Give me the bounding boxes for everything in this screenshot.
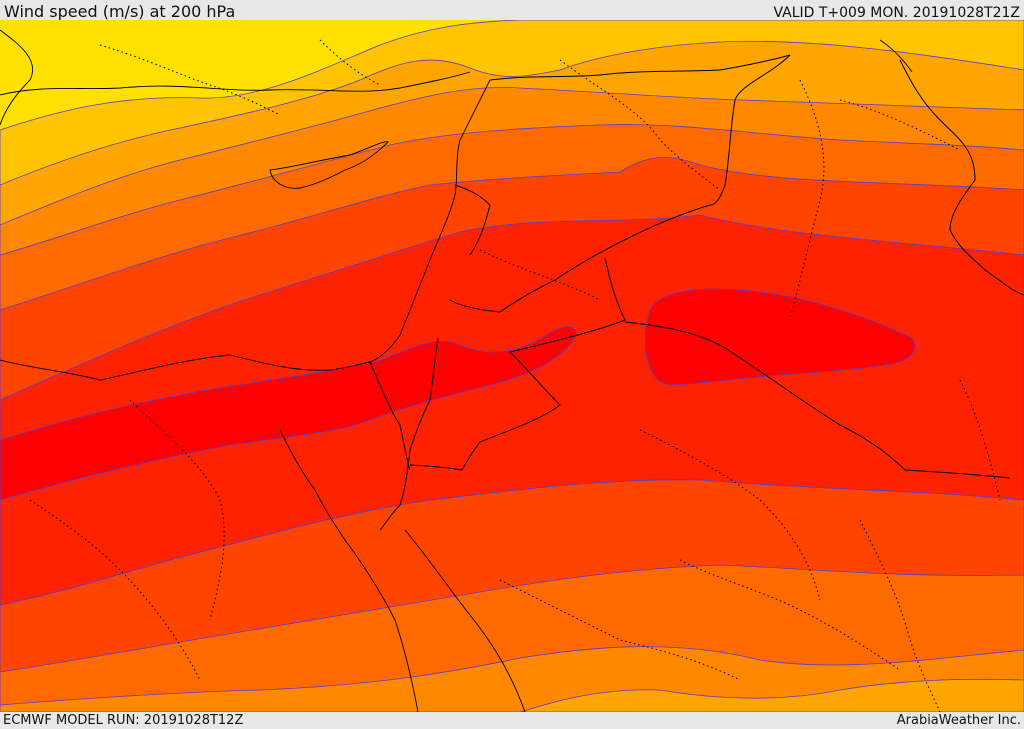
border-egypt-israel xyxy=(369,361,411,471)
border-lebanon xyxy=(454,184,491,256)
province-borders xyxy=(29,39,1001,712)
coast-turkey-south xyxy=(0,71,471,96)
coastlines xyxy=(0,29,1024,712)
border-turkey-syria xyxy=(489,54,791,81)
coast-red-sea-east xyxy=(404,529,526,712)
border-israel-jordan xyxy=(399,337,439,506)
country-borders xyxy=(369,54,1011,506)
map-title: Wind speed (m/s) at 200 hPa xyxy=(4,2,236,21)
border-jordan-saudi xyxy=(461,257,626,471)
border-iraq-saudi xyxy=(624,321,1011,479)
coast-caspian-west xyxy=(879,39,913,73)
credit-label: ArabiaWeather Inc. xyxy=(896,713,1021,728)
coast-gulf-of-aqaba xyxy=(379,504,401,531)
border-iraq-iran xyxy=(899,59,986,271)
coast-persian-gulf xyxy=(984,269,1024,296)
border-syria-iraq xyxy=(709,54,791,206)
model-run-label: ECMWF MODEL RUN: 20191028T12Z xyxy=(3,713,244,728)
coast-north-africa xyxy=(0,354,371,381)
border-saudi-iraq-north xyxy=(409,464,463,471)
coast-cyprus xyxy=(269,141,389,189)
wind-speed-bands xyxy=(0,20,1024,712)
footer-bar: ECMWF MODEL RUN: 20191028T12Z ArabiaWeat… xyxy=(0,712,1024,729)
wind-speed-map[interactable] xyxy=(0,20,1024,712)
coast-gulf-of-suez xyxy=(279,429,419,712)
header-bar: Wind speed (m/s) at 200 hPa VALID T+009 … xyxy=(0,0,1024,21)
border-syria-jordan xyxy=(449,204,711,313)
band-south-moderate xyxy=(0,646,1024,712)
map-canvas xyxy=(0,20,1024,712)
band-jet-core-east xyxy=(644,288,916,386)
coast-levant xyxy=(369,79,491,363)
band-south-light xyxy=(519,678,1024,712)
coast-aegean xyxy=(0,29,34,126)
valid-time-label: VALID T+009 MON. 20191028T21Z xyxy=(773,5,1020,21)
band-jet-core-west xyxy=(0,326,577,501)
